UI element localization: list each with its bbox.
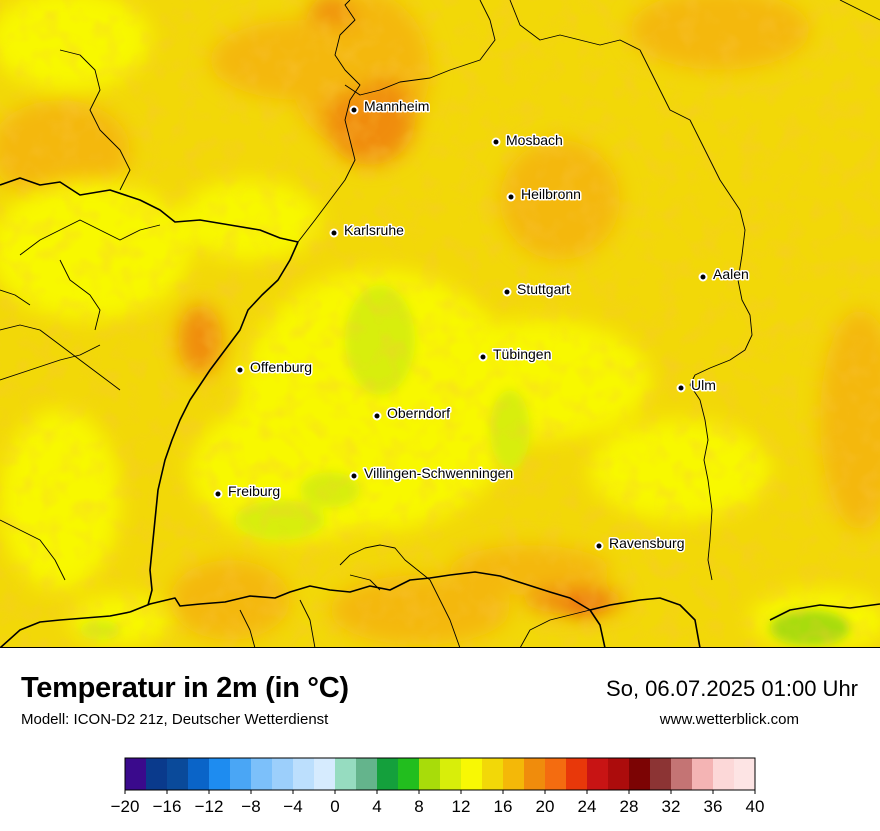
legend-swatch [377, 758, 399, 790]
legend-tick-label: −12 [195, 797, 224, 816]
city-aalen[interactable]: Aalen [698, 265, 750, 284]
svg-text:Stuttgart: Stuttgart [517, 281, 570, 297]
legend-swatch [461, 758, 483, 790]
city-tuebingen[interactable]: Tübingen [478, 345, 553, 364]
city-offenburg[interactable]: Offenburg [235, 358, 314, 377]
svg-text:Villingen-Schwenningen: Villingen-Schwenningen [364, 465, 513, 481]
legend-tick-label: 12 [452, 797, 471, 816]
legend-swatch [524, 758, 546, 790]
city-ravensburg[interactable]: Ravensburg [594, 534, 686, 553]
svg-text:Mosbach: Mosbach [506, 132, 563, 148]
legend-swatch [356, 758, 378, 790]
legend-swatch [503, 758, 525, 790]
svg-text:Heilbronn: Heilbronn [521, 186, 581, 202]
legend-tick-label: −16 [153, 797, 182, 816]
legend-scale: −20 −16 −12 −8 −4 0 4 8 12 16 20 24 28 32 36 40 [111, 757, 765, 816]
legend-swatch [734, 758, 756, 790]
legend-swatch [629, 758, 651, 790]
legend-swatch [587, 758, 609, 790]
city-villingen-schwenningen[interactable]: Villingen-Schwenningen [349, 464, 515, 483]
legend-swatch [167, 758, 189, 790]
legend-swatch [251, 758, 273, 790]
legend-swatch [419, 758, 441, 790]
region-boundaries [0, 0, 880, 647]
city-heilbronn[interactable]: Heilbronn [506, 185, 582, 204]
legend-swatch [713, 758, 735, 790]
legend-tick-label: 0 [330, 797, 339, 816]
legend-swatch [545, 758, 567, 790]
legend-border [124, 757, 756, 791]
forecast-datetime: So, 06.07.2025 01:00 Uhr [606, 676, 858, 701]
legend-swatch [230, 758, 252, 790]
legend-swatch [398, 758, 420, 790]
website-link[interactable]: www.wetterblick.com [659, 711, 799, 728]
svg-text:Ulm: Ulm [691, 377, 716, 393]
legend-swatch [650, 758, 672, 790]
legend-swatch [608, 758, 630, 790]
svg-text:Freiburg: Freiburg [228, 483, 280, 499]
svg-text:Karlsruhe: Karlsruhe [344, 222, 404, 238]
city-freiburg[interactable]: Freiburg [213, 482, 282, 501]
legend-tick-label: 8 [414, 797, 423, 816]
color-legend: −20 −16 −12 −8 −4 0 4 8 12 16 20 24 28 32 36 40 [104, 756, 776, 826]
legend-swatch [671, 758, 693, 790]
city-karlsruhe[interactable]: Karlsruhe [329, 221, 406, 240]
legend-tick-label: 4 [372, 797, 381, 816]
legend-swatch [209, 758, 231, 790]
map-title: Temperatur in 2m (in °C) [21, 672, 349, 704]
city-ulm[interactable]: Ulm [676, 376, 717, 395]
legend-tick-label: 24 [578, 797, 597, 816]
legend-tick-label: 40 [746, 797, 765, 816]
temperature-texture [0, 0, 880, 647]
legend-swatch [440, 758, 462, 790]
legend-swatch [566, 758, 588, 790]
svg-text:Aalen: Aalen [713, 266, 749, 282]
legend-tick-label: −4 [283, 797, 302, 816]
city-stuttgart[interactable]: Stuttgart [502, 280, 572, 299]
svg-text:Oberndorf: Oberndorf [387, 405, 450, 421]
svg-text:Offenburg: Offenburg [250, 359, 312, 375]
legend-tick-label: 20 [536, 797, 555, 816]
legend-swatch [335, 758, 357, 790]
legend-swatch [146, 758, 168, 790]
legend-tick-label: 32 [662, 797, 681, 816]
legend-tick-label: 16 [494, 797, 513, 816]
legend-swatch [272, 758, 294, 790]
legend-tick-label: −8 [241, 797, 260, 816]
temperature-map[interactable]: Mannheim Mosbach Heilbronn Karlsruhe Aal… [0, 0, 880, 648]
city-oberndorf[interactable]: Oberndorf [372, 404, 452, 423]
legend-tick-label: −20 [111, 797, 140, 816]
city-mosbach[interactable]: Mosbach [491, 131, 564, 150]
legend-swatch [293, 758, 315, 790]
legend-swatch [125, 758, 147, 790]
legend-swatch [188, 758, 210, 790]
svg-text:Tübingen: Tübingen [493, 346, 551, 362]
svg-text:Ravensburg: Ravensburg [609, 535, 685, 551]
svg-text:Mannheim: Mannheim [364, 98, 429, 114]
country-borders [0, 177, 880, 647]
city-markers: Mannheim Mosbach Heilbronn Karlsruhe Aal… [213, 97, 750, 553]
city-mannheim[interactable]: Mannheim [349, 97, 431, 116]
legend-swatch [482, 758, 504, 790]
legend-tick-label: 36 [704, 797, 723, 816]
legend-swatch [314, 758, 336, 790]
map-canvas: Mannheim Mosbach Heilbronn Karlsruhe Aal… [0, 0, 880, 647]
model-source: Modell: ICON-D2 21z, Deutscher Wetterdie… [21, 711, 329, 728]
legend-tick-label: 28 [620, 797, 639, 816]
legend-swatch [692, 758, 714, 790]
